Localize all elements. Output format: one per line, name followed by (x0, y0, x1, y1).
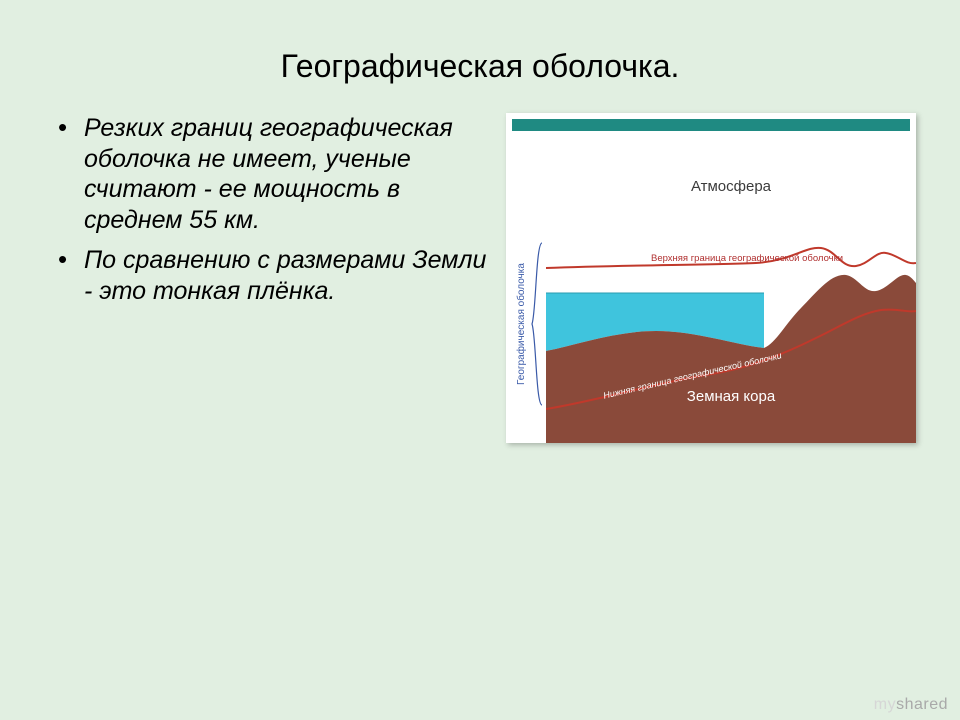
watermark-dark: shared (896, 696, 948, 713)
slide: Географическая оболочка. Резких границ г… (0, 0, 960, 720)
diagram-svg: Географическая оболочка Атмосфера Верхня… (506, 113, 916, 443)
slide-title: Географическая оболочка. (0, 0, 960, 113)
diagram: Географическая оболочка Атмосфера Верхня… (506, 113, 916, 443)
upper-boundary-label: Верхняя граница географической оболочки (651, 253, 843, 264)
atmosphere-label: Атмосфера (691, 178, 772, 195)
crust-label: Земная кора (687, 388, 776, 405)
diagram-topbar-2 (512, 119, 910, 131)
bullet-item: По сравнению с размерами Земли - это тон… (58, 245, 488, 306)
vertical-axis-label-2: Географическая оболочка (515, 263, 527, 385)
top-margin (506, 113, 916, 119)
watermark-light: my (874, 696, 896, 713)
bullet-item: Резких границ географическая оболочка не… (58, 113, 488, 235)
watermark: myshared (874, 696, 948, 714)
bullet-list: Резких границ географическая оболочка не… (58, 113, 488, 316)
content-row: Резких границ географическая оболочка не… (0, 113, 960, 443)
